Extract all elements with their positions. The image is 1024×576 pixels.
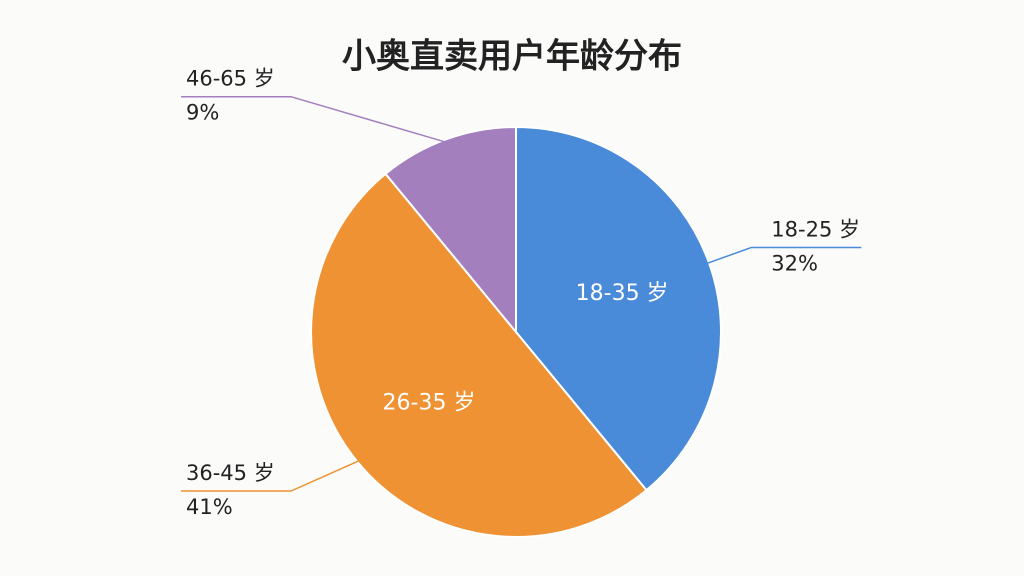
value-label: 32% — [771, 251, 818, 275]
pie-slice — [310, 172, 648, 538]
legend-label: 36-45 岁 — [186, 461, 275, 485]
leader-line — [704, 246, 862, 265]
value-label: 41% — [186, 495, 233, 519]
value-label: 9% — [186, 101, 219, 125]
legend-label: 18-25 岁 — [771, 217, 860, 241]
chart-title: 小奥直卖用户年龄分布 — [342, 37, 682, 77]
leader-line — [181, 459, 362, 492]
leader-line — [181, 95, 449, 144]
pie-slice — [384, 125, 517, 335]
slice-annotation: 18-35 岁 — [576, 281, 669, 306]
legend-label: 46-65 岁 — [186, 67, 275, 91]
slice-annotation: 26-35 岁 — [383, 391, 476, 416]
